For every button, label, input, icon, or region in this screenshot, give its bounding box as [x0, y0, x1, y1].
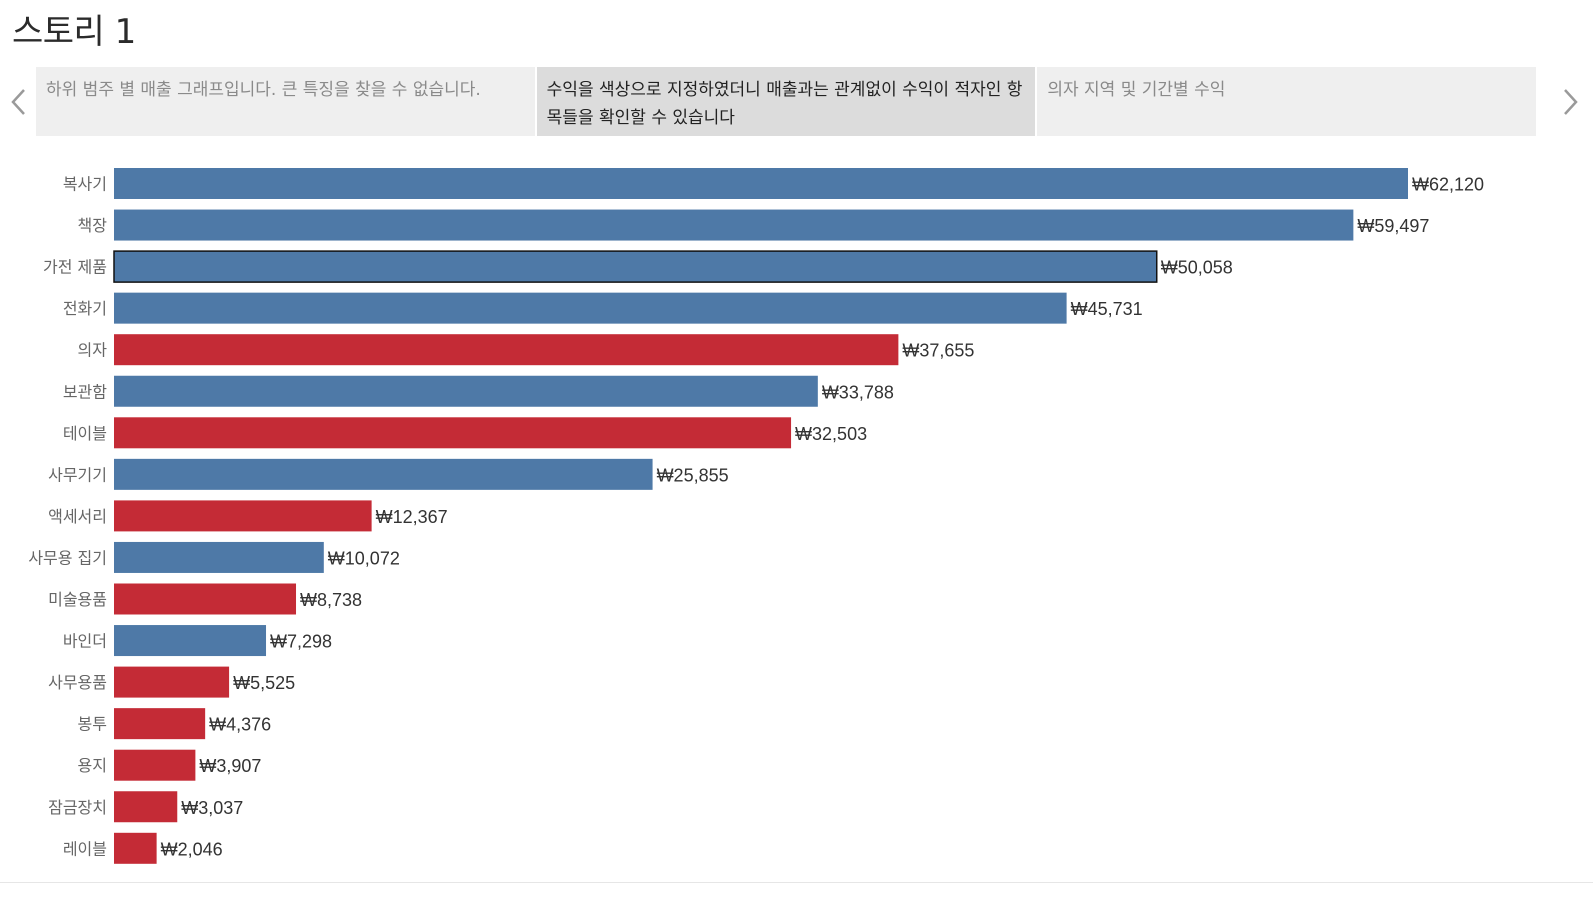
story-point-3[interactable]: 의자 지역 및 기간별 수익 — [1037, 67, 1537, 136]
bar[interactable] — [114, 334, 899, 366]
category-label: 잠금장치 — [48, 798, 107, 817]
story-point-2[interactable]: 수익을 색상으로 지정하였더니 매출과는 관계없이 수익이 적자인 항목들을 확… — [536, 67, 1036, 136]
data-label: ₩3,037 — [181, 798, 243, 818]
bar[interactable] — [114, 625, 267, 657]
category-label: 보관함 — [63, 382, 107, 401]
data-label: ₩2,046 — [161, 839, 223, 859]
bar[interactable] — [113, 250, 1158, 283]
data-label: ₩3,907 — [199, 756, 261, 776]
bar[interactable] — [114, 458, 653, 490]
category-label: 복사기 — [63, 175, 107, 194]
category-label: 액세서리 — [48, 507, 107, 526]
data-label: ₩59,497 — [1357, 216, 1429, 236]
category-label: 레이블 — [63, 839, 107, 858]
data-label: ₩12,367 — [376, 507, 448, 527]
story-point-1[interactable]: 하위 범주 별 매출 그래프입니다. 큰 특징을 찾을 수 없습니다. — [36, 67, 535, 136]
category-label: 용지 — [78, 756, 107, 775]
data-label: ₩5,525 — [233, 673, 295, 693]
data-label: ₩33,788 — [822, 382, 894, 402]
data-label: ₩45,731 — [1071, 299, 1143, 319]
bar[interactable] — [114, 375, 818, 407]
category-label: 책장 — [78, 216, 108, 235]
bar[interactable] — [114, 292, 1067, 324]
data-label: ₩37,655 — [902, 341, 974, 361]
data-label: ₩8,738 — [300, 590, 362, 610]
chevron-left-icon[interactable] — [4, 84, 32, 120]
bar[interactable] — [114, 749, 196, 781]
data-label: ₩32,503 — [795, 424, 867, 444]
bar[interactable] — [114, 666, 230, 698]
bar[interactable] — [114, 832, 157, 864]
data-label: ₩62,120 — [1412, 175, 1484, 195]
bar[interactable] — [114, 209, 1354, 241]
bar[interactable] — [114, 583, 297, 615]
category-label: 테이블 — [63, 424, 107, 443]
chevron-right-icon[interactable] — [1557, 84, 1585, 120]
story-navigator: 하위 범주 별 매출 그래프입니다. 큰 특징을 찾을 수 없습니다. 수익을 … — [36, 67, 1537, 136]
category-label: 봉투 — [78, 715, 107, 734]
category-label: 의자 — [78, 341, 108, 360]
data-label: ₩50,058 — [1161, 258, 1233, 278]
bar[interactable] — [114, 791, 178, 823]
category-label: 전화기 — [63, 299, 107, 318]
bar[interactable] — [114, 500, 372, 532]
category-label: 사무기기 — [48, 465, 107, 484]
bar[interactable] — [114, 417, 792, 449]
category-label: 사무용 집기 — [28, 548, 107, 567]
data-label: ₩10,072 — [328, 548, 400, 568]
data-label: ₩7,298 — [270, 632, 332, 652]
category-label: 사무용품 — [48, 673, 107, 692]
category-label: 바인더 — [63, 632, 107, 651]
bar[interactable] — [114, 541, 324, 573]
bottom-divider — [0, 882, 1593, 883]
bar[interactable] — [114, 168, 1408, 199]
data-label: ₩4,376 — [209, 715, 271, 735]
data-label: ₩25,855 — [657, 465, 729, 485]
category-label: 가전 제품 — [43, 258, 107, 277]
sales-by-subcategory-bar-chart: 복사기 ₩62,120 책장 ₩59,497 가전 제품 ₩50,058 전화기 ₩45,73… — [28, 168, 1484, 864]
bar[interactable] — [114, 708, 206, 740]
story-title: 스토리 1 — [12, 12, 136, 52]
category-label: 미술용품 — [48, 590, 107, 609]
